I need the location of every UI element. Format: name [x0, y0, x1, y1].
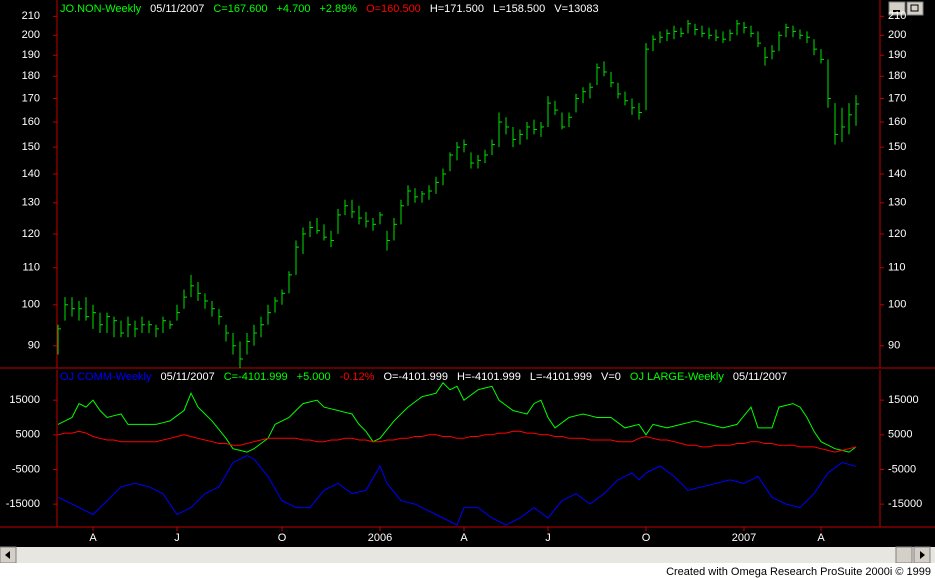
legend-text: H=-4101.999 [456, 371, 521, 383]
x-tick-label: J [174, 532, 180, 544]
legend-text: L=158.500 [492, 3, 546, 15]
legend-text: C=167.600 [213, 3, 268, 15]
legend-text: O=-4101.999 [383, 371, 448, 383]
restore-icon [910, 4, 919, 12]
legend-text: OJ LARGE-Weekly [629, 371, 724, 383]
x-tick-label: A [460, 532, 468, 544]
y-tick-label: 210 [22, 10, 40, 22]
y-tick-label: 180 [888, 70, 906, 82]
indicator-line [57, 455, 857, 526]
status-bar [0, 563, 935, 578]
indicator-legend: OJ COMM-Weekly 05/11/2007 C=-4101.999 +5.00… [60, 371, 787, 383]
y-tick-label: 170 [888, 92, 906, 104]
x-tick-label: 2006 [368, 532, 392, 544]
x-tick-label: 2007 [732, 532, 756, 544]
scrollbar[interactable] [0, 547, 935, 563]
y-tick-label: 130 [22, 197, 40, 209]
legend-text: V=13083 [554, 3, 599, 15]
x-tick-label: A [89, 532, 97, 544]
y-tick-label: 5000 [888, 429, 912, 441]
scroll-right-arrow [920, 551, 925, 559]
y-tick-label: 100 [888, 299, 906, 311]
legend-text: V=0 [601, 371, 621, 383]
legend-text: +2.89% [319, 3, 358, 15]
legend-text: 05/11/2007 [150, 3, 205, 15]
y-tick-label: 5000 [16, 429, 40, 441]
y-tick-label: 180 [22, 70, 40, 82]
y-tick-label: 130 [888, 197, 906, 209]
y-tick-label: 140 [22, 168, 40, 180]
legend-text: +5.000 [296, 371, 331, 383]
x-tick-label: O [278, 532, 287, 544]
status-text: Created with Omega Research ProSuite 200… [666, 566, 931, 578]
y-tick-label: 150 [22, 141, 40, 153]
y-tick-label: 110 [888, 262, 906, 274]
y-tick-label: 200 [888, 29, 906, 41]
x-tick-label: A [817, 532, 825, 544]
legend-text: L=-4101.999 [529, 371, 592, 383]
y-tick-label: 120 [888, 228, 906, 240]
y-tick-label: 160 [888, 116, 906, 128]
y-tick-label: -5000 [888, 463, 916, 475]
y-tick-label: 15000 [9, 394, 40, 406]
legend-text: H=171.500 [429, 3, 484, 15]
legend-text: C=-4101.999 [223, 371, 288, 383]
y-tick-label: 110 [22, 262, 40, 274]
y-tick-label: 190 [888, 49, 906, 61]
y-tick-label: -15000 [888, 498, 922, 510]
legend-text: 05/11/2007 [732, 371, 788, 383]
indicator-line [57, 382, 857, 453]
legend-text: +4.700 [276, 3, 311, 15]
indicator-line [57, 430, 857, 453]
y-tick-label: -5000 [12, 463, 40, 475]
y-tick-label: 190 [22, 49, 40, 61]
y-tick-label: 100 [22, 299, 40, 311]
y-tick-label: 120 [22, 228, 40, 240]
legend-text: -0.12% [339, 371, 375, 383]
y-tick-label: 160 [22, 116, 40, 128]
y-tick-label: 150 [888, 141, 906, 153]
y-tick-label: 15000 [888, 394, 919, 406]
y-tick-label: 200 [22, 29, 40, 41]
scroll-thumb[interactable] [895, 546, 913, 564]
legend-text: 05/11/2007 [160, 371, 215, 383]
price-legend: JO.NON-Weekly 05/11/2007 C=167.600 +4.700 +2… [60, 3, 599, 15]
plot-background [0, 0, 935, 547]
y-tick-label: 90 [888, 340, 900, 352]
y-tick-label: 210 [888, 10, 906, 22]
x-tick-label: O [642, 532, 651, 544]
y-tick-label: 170 [22, 92, 40, 104]
y-tick-label: -15000 [6, 498, 40, 510]
y-tick-label: 140 [888, 168, 906, 180]
x-tick-label: J [545, 532, 551, 544]
restore-button[interactable] [906, 1, 924, 16]
legend-text: OJ COMM-Weekly [60, 371, 152, 383]
scroll-left-arrow [5, 551, 10, 559]
y-tick-label: 90 [28, 340, 40, 352]
legend-text: JO.NON-Weekly [60, 3, 142, 15]
legend-text: O=160.500 [366, 3, 421, 15]
